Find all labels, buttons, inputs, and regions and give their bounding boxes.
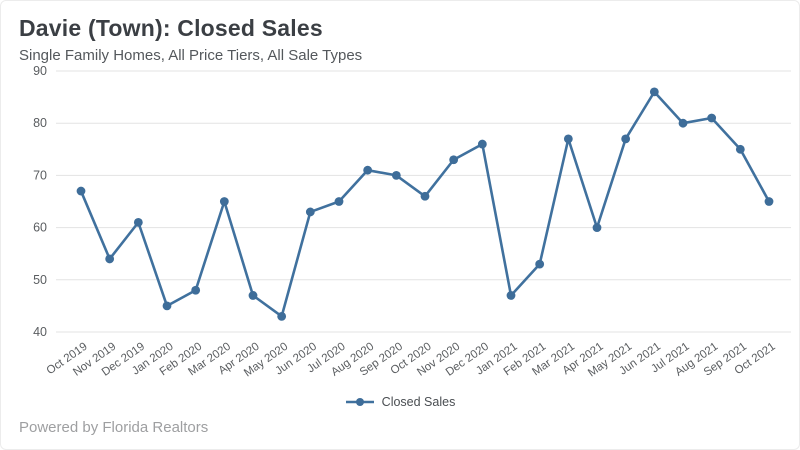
- data-point-marker[interactable]: [105, 254, 115, 264]
- data-point-marker[interactable]: [764, 197, 774, 206]
- data-point-marker[interactable]: [76, 186, 86, 196]
- data-point-marker[interactable]: [678, 118, 688, 128]
- data-point-marker[interactable]: [334, 197, 344, 206]
- legend-label: Closed Sales: [381, 395, 456, 409]
- data-point-marker[interactable]: [277, 311, 287, 321]
- data-point-marker[interactable]: [563, 134, 573, 144]
- data-point-marker[interactable]: [391, 171, 401, 180]
- data-point-marker[interactable]: [133, 217, 143, 227]
- data-point-marker[interactable]: [449, 155, 459, 165]
- legend: Closed Sales: [1, 393, 799, 411]
- data-point-marker[interactable]: [707, 113, 717, 123]
- data-point-marker[interactable]: [248, 291, 258, 300]
- data-point-marker[interactable]: [305, 207, 315, 217]
- powered-by-text: Powered by Florida Realtors: [19, 419, 209, 436]
- data-point-marker[interactable]: [735, 144, 745, 154]
- y-axis-tick-label: 50: [33, 273, 47, 287]
- data-point-marker[interactable]: [162, 301, 172, 311]
- data-point-marker[interactable]: [535, 259, 545, 269]
- chart-header: Davie (Town): Closed Sales Single Family…: [1, 1, 799, 64]
- data-point-marker[interactable]: [191, 285, 201, 295]
- y-axis-tick-label: 70: [33, 168, 47, 182]
- data-point-marker[interactable]: [649, 87, 659, 97]
- page-title: Davie (Town): Closed Sales: [19, 15, 323, 41]
- y-axis-tick-label: 40: [33, 325, 47, 339]
- legend-line-marker-icon: [345, 398, 374, 406]
- line-series-closed-sales: [79, 90, 771, 318]
- legend-item-closed-sales[interactable]: Closed Sales: [345, 395, 456, 409]
- page-subtitle: Single Family Homes, All Price Tiers, Al…: [19, 47, 363, 64]
- data-point-marker[interactable]: [506, 291, 516, 300]
- data-point-marker[interactable]: [420, 191, 430, 201]
- y-axis-tick-label: 80: [33, 116, 47, 130]
- y-axis-tick-label: 60: [33, 221, 47, 235]
- data-point-marker[interactable]: [219, 197, 229, 206]
- data-point-marker[interactable]: [477, 139, 487, 149]
- data-point-marker[interactable]: [592, 223, 602, 233]
- data-point-marker[interactable]: [621, 134, 631, 144]
- data-point-marker[interactable]: [363, 165, 373, 175]
- y-axis-tick-label: 90: [33, 64, 47, 78]
